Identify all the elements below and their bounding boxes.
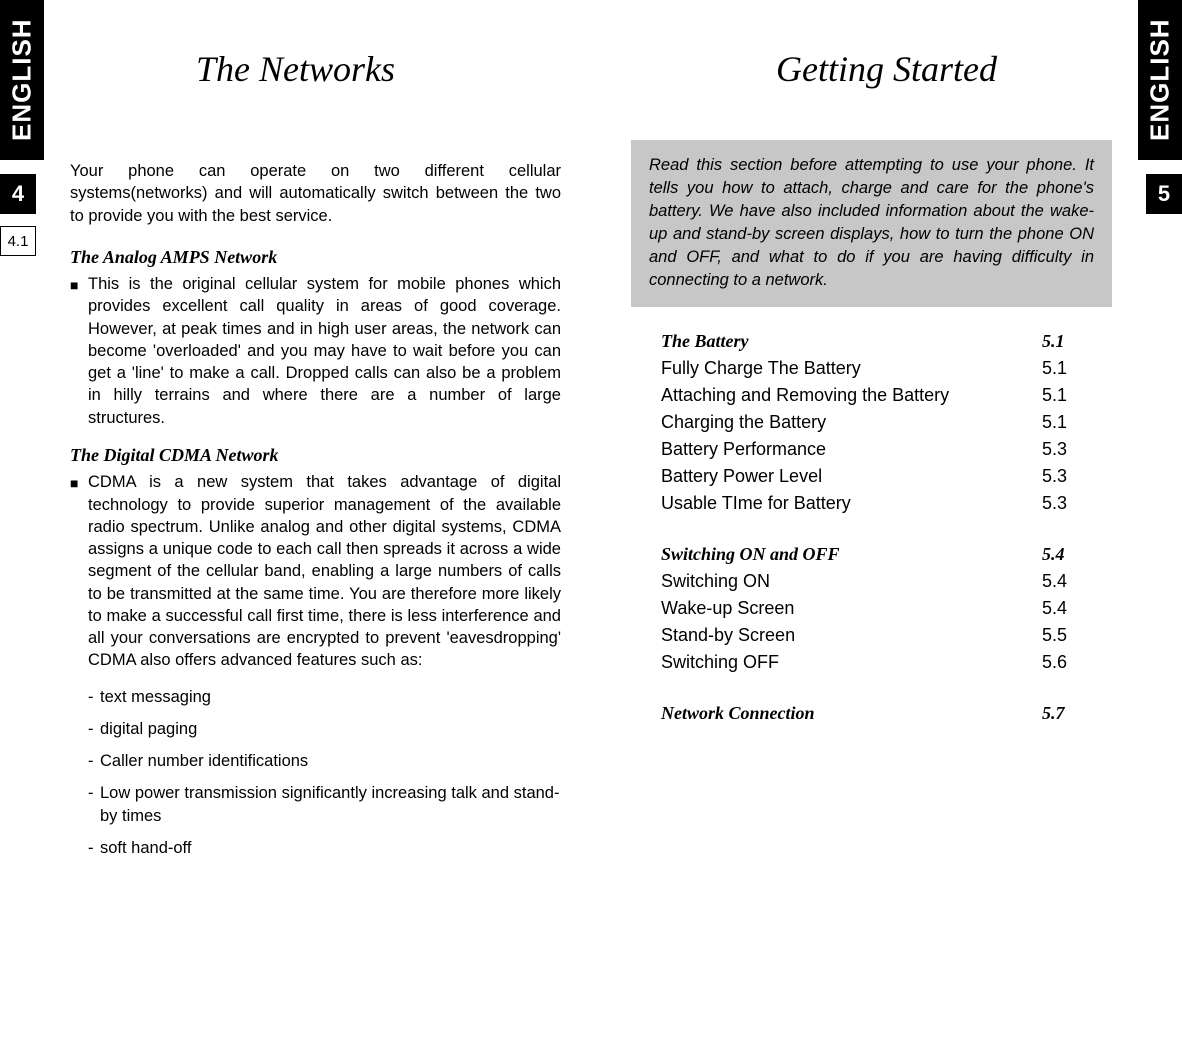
bullet-icon: ■ bbox=[70, 471, 88, 671]
toc-row: Fully Charge The Battery5.1 bbox=[661, 358, 1102, 379]
page-number-right: 5 bbox=[1146, 174, 1182, 214]
section-heading-amps: The Analog AMPS Network bbox=[70, 245, 561, 269]
toc-ref: 5.4 bbox=[1042, 598, 1102, 619]
toc-row: Battery Power Level5.3 bbox=[661, 466, 1102, 487]
toc-row: Attaching and Removing the Battery5.1 bbox=[661, 385, 1102, 406]
toc-ref: 5.1 bbox=[1042, 412, 1102, 433]
dash-icon: - bbox=[88, 782, 100, 827]
intro-paragraph: Your phone can operate on two different … bbox=[70, 160, 561, 227]
toc-row: Network Connection5.7 bbox=[661, 703, 1102, 724]
sub-page-number: 4.1 bbox=[0, 226, 36, 256]
toc-label: Fully Charge The Battery bbox=[661, 358, 1042, 379]
table-of-contents: The Battery5.1Fully Charge The Battery5.… bbox=[631, 331, 1112, 724]
toc-ref: 5.1 bbox=[1042, 331, 1102, 352]
page-title-right: Getting Started bbox=[591, 48, 1182, 90]
toc-gap bbox=[661, 679, 1102, 703]
page-number-left: 4 bbox=[0, 174, 36, 214]
feature-item: -soft hand-off bbox=[88, 837, 561, 859]
dash-icon: - bbox=[88, 837, 100, 859]
feature-item: -Low power transmission significantly in… bbox=[88, 782, 561, 827]
toc-ref: 5.3 bbox=[1042, 439, 1102, 460]
info-box: Read this section before attempting to u… bbox=[631, 140, 1112, 307]
toc-label: Switching ON and OFF bbox=[661, 544, 1042, 565]
feature-text: Caller number identifications bbox=[100, 750, 561, 772]
toc-ref: 5.1 bbox=[1042, 385, 1102, 406]
toc-row: The Battery5.1 bbox=[661, 331, 1102, 352]
toc-ref: 5.6 bbox=[1042, 652, 1102, 673]
dash-icon: - bbox=[88, 686, 100, 708]
bullet-text-amps: This is the original cellular system for… bbox=[88, 273, 561, 429]
bullet-icon: ■ bbox=[70, 273, 88, 429]
toc-gap bbox=[661, 520, 1102, 544]
toc-label: The Battery bbox=[661, 331, 1042, 352]
feature-text: Low power transmission significantly inc… bbox=[100, 782, 561, 827]
section-heading-cdma: The Digital CDMA Network bbox=[70, 443, 561, 467]
toc-ref: 5.1 bbox=[1042, 358, 1102, 379]
page-right: ENGLISH 5 Getting Started Read this sect… bbox=[591, 0, 1182, 1046]
toc-label: Battery Performance bbox=[661, 439, 1042, 460]
page-left: ENGLISH 4 4.1 The Networks Your phone ca… bbox=[0, 0, 591, 1046]
right-content: Read this section before attempting to u… bbox=[631, 140, 1112, 730]
feature-item: -Caller number identifications bbox=[88, 750, 561, 772]
dash-icon: - bbox=[88, 718, 100, 740]
toc-label: Switching ON bbox=[661, 571, 1042, 592]
toc-row: Charging the Battery5.1 bbox=[661, 412, 1102, 433]
feature-list: -text messaging-digital paging-Caller nu… bbox=[88, 686, 561, 860]
bullet-amps: ■ This is the original cellular system f… bbox=[70, 273, 561, 429]
bullet-text-cdma: CDMA is a new system that takes advantag… bbox=[88, 471, 561, 671]
toc-row: Switching ON and OFF5.4 bbox=[661, 544, 1102, 565]
toc-label: Usable TIme for Battery bbox=[661, 493, 1042, 514]
feature-item: -digital paging bbox=[88, 718, 561, 740]
toc-ref: 5.3 bbox=[1042, 493, 1102, 514]
dash-icon: - bbox=[88, 750, 100, 772]
feature-text: digital paging bbox=[100, 718, 561, 740]
feature-text: text messaging bbox=[100, 686, 561, 708]
toc-ref: 5.7 bbox=[1042, 703, 1102, 724]
feature-item: -text messaging bbox=[88, 686, 561, 708]
left-content: Your phone can operate on two different … bbox=[70, 160, 561, 869]
toc-row: Switching OFF5.6 bbox=[661, 652, 1102, 673]
toc-ref: 5.4 bbox=[1042, 571, 1102, 592]
toc-label: Stand-by Screen bbox=[661, 625, 1042, 646]
toc-label: Charging the Battery bbox=[661, 412, 1042, 433]
toc-ref: 5.5 bbox=[1042, 625, 1102, 646]
toc-row: Stand-by Screen5.5 bbox=[661, 625, 1102, 646]
toc-row: Switching ON5.4 bbox=[661, 571, 1102, 592]
toc-label: Attaching and Removing the Battery bbox=[661, 385, 1042, 406]
toc-row: Battery Performance5.3 bbox=[661, 439, 1102, 460]
toc-ref: 5.3 bbox=[1042, 466, 1102, 487]
bullet-cdma: ■ CDMA is a new system that takes advant… bbox=[70, 471, 561, 671]
toc-label: Switching OFF bbox=[661, 652, 1042, 673]
page-title-left: The Networks bbox=[0, 48, 591, 90]
toc-row: Usable TIme for Battery5.3 bbox=[661, 493, 1102, 514]
toc-ref: 5.4 bbox=[1042, 544, 1102, 565]
toc-label: Wake-up Screen bbox=[661, 598, 1042, 619]
toc-label: Battery Power Level bbox=[661, 466, 1042, 487]
toc-row: Wake-up Screen5.4 bbox=[661, 598, 1102, 619]
feature-text: soft hand-off bbox=[100, 837, 561, 859]
toc-label: Network Connection bbox=[661, 703, 1042, 724]
